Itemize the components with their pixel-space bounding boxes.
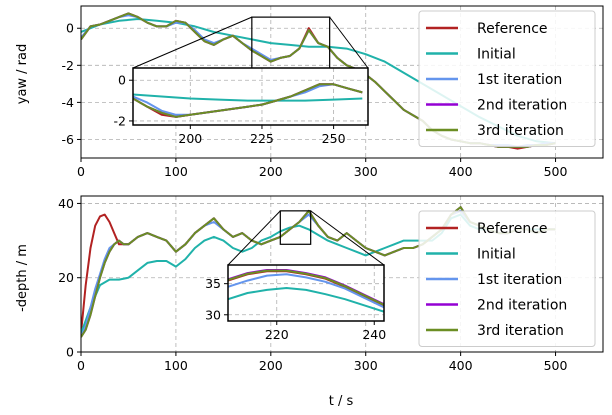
inset-frame bbox=[132, 67, 369, 126]
x-tick-label: 400 bbox=[449, 358, 473, 373]
inset-x-tick-label: 200 bbox=[178, 131, 202, 146]
x-tick-label: 400 bbox=[449, 164, 473, 179]
x-tick-label: 300 bbox=[354, 164, 378, 179]
legend-box bbox=[418, 210, 596, 347]
inset-series-line-3rd-iteration bbox=[133, 83, 363, 118]
depth-xlabel: t / s bbox=[329, 394, 354, 409]
zoom-source-box bbox=[279, 210, 312, 245]
depth-panel: -depth / m t / s 0 100 200 300 400 500 0 20 40 22… bbox=[15, 195, 604, 409]
yaw-ylabel: yaw / rad bbox=[15, 44, 30, 105]
inset-series-line-initial bbox=[133, 93, 363, 102]
x-tick-label: 0 bbox=[77, 358, 85, 373]
y-tick-label: 20 bbox=[58, 270, 74, 285]
y-tick-label: -4 bbox=[62, 95, 75, 110]
legend-label: 2nd iteration bbox=[477, 298, 567, 314]
legend-box bbox=[418, 10, 596, 147]
x-tick-label: 100 bbox=[164, 164, 188, 179]
y-tick-label: 0 bbox=[66, 345, 74, 360]
y-tick-label: 0 bbox=[66, 21, 74, 36]
y-tick-label: -6 bbox=[62, 132, 75, 147]
x-tick-label: 500 bbox=[544, 164, 568, 179]
legend-label: 3rd iteration bbox=[477, 323, 564, 339]
inset-y-tick-label: 35 bbox=[205, 276, 221, 291]
zoom-connector bbox=[310, 210, 385, 266]
inset-series-line-initial bbox=[228, 287, 384, 313]
y-tick-label: 40 bbox=[58, 196, 74, 211]
inset-axes: 220 240 35 30 bbox=[205, 264, 386, 342]
legend-label: 1st iteration bbox=[477, 272, 562, 288]
inset-series-line-1st-iteration bbox=[228, 273, 384, 309]
axes-frame bbox=[80, 5, 604, 159]
x-tick-label: 100 bbox=[164, 358, 188, 373]
axes-frame bbox=[80, 195, 604, 353]
legend: Reference Initial 1st iteration 2nd iterati… bbox=[418, 210, 596, 347]
inset-y-tick-label: 0 bbox=[118, 73, 126, 88]
zoom-connector bbox=[329, 16, 369, 69]
legend-label: Reference bbox=[477, 21, 548, 37]
x-tick-label: 200 bbox=[259, 358, 283, 373]
inset-y-tick-label: 30 bbox=[205, 307, 221, 322]
legend-label: 3rd iteration bbox=[477, 123, 564, 139]
legend-label: 2nd iteration bbox=[477, 98, 567, 114]
inset-x-tick-label: 225 bbox=[250, 131, 274, 146]
inset-frame bbox=[227, 264, 385, 322]
zoom-connector bbox=[227, 210, 281, 266]
legend: Reference Initial 1st iteration 2nd iterati… bbox=[418, 10, 596, 147]
x-tick-label: 0 bbox=[77, 164, 85, 179]
inset-series-line-3rd-iteration bbox=[228, 269, 384, 306]
y-tick-label: -2 bbox=[62, 58, 74, 73]
inset-x-tick-label: 220 bbox=[265, 327, 289, 342]
x-tick-label: 500 bbox=[544, 358, 568, 373]
inset-x-tick-label: 250 bbox=[322, 131, 346, 146]
inset-x-tick-label: 240 bbox=[362, 327, 386, 342]
legend-label: Reference bbox=[477, 221, 548, 237]
zoom-connector bbox=[132, 16, 253, 69]
inset-y-tick-label: -2 bbox=[114, 113, 126, 128]
legend-label: 1st iteration bbox=[477, 72, 562, 88]
legend-label: Initial bbox=[477, 247, 516, 263]
x-tick-label: 200 bbox=[259, 164, 283, 179]
legend-label: Initial bbox=[477, 47, 516, 63]
x-tick-label: 300 bbox=[354, 358, 378, 373]
depth-ylabel: -depth / m bbox=[15, 244, 30, 312]
inset-axes: 200 225 250 0 -2 bbox=[114, 67, 369, 146]
